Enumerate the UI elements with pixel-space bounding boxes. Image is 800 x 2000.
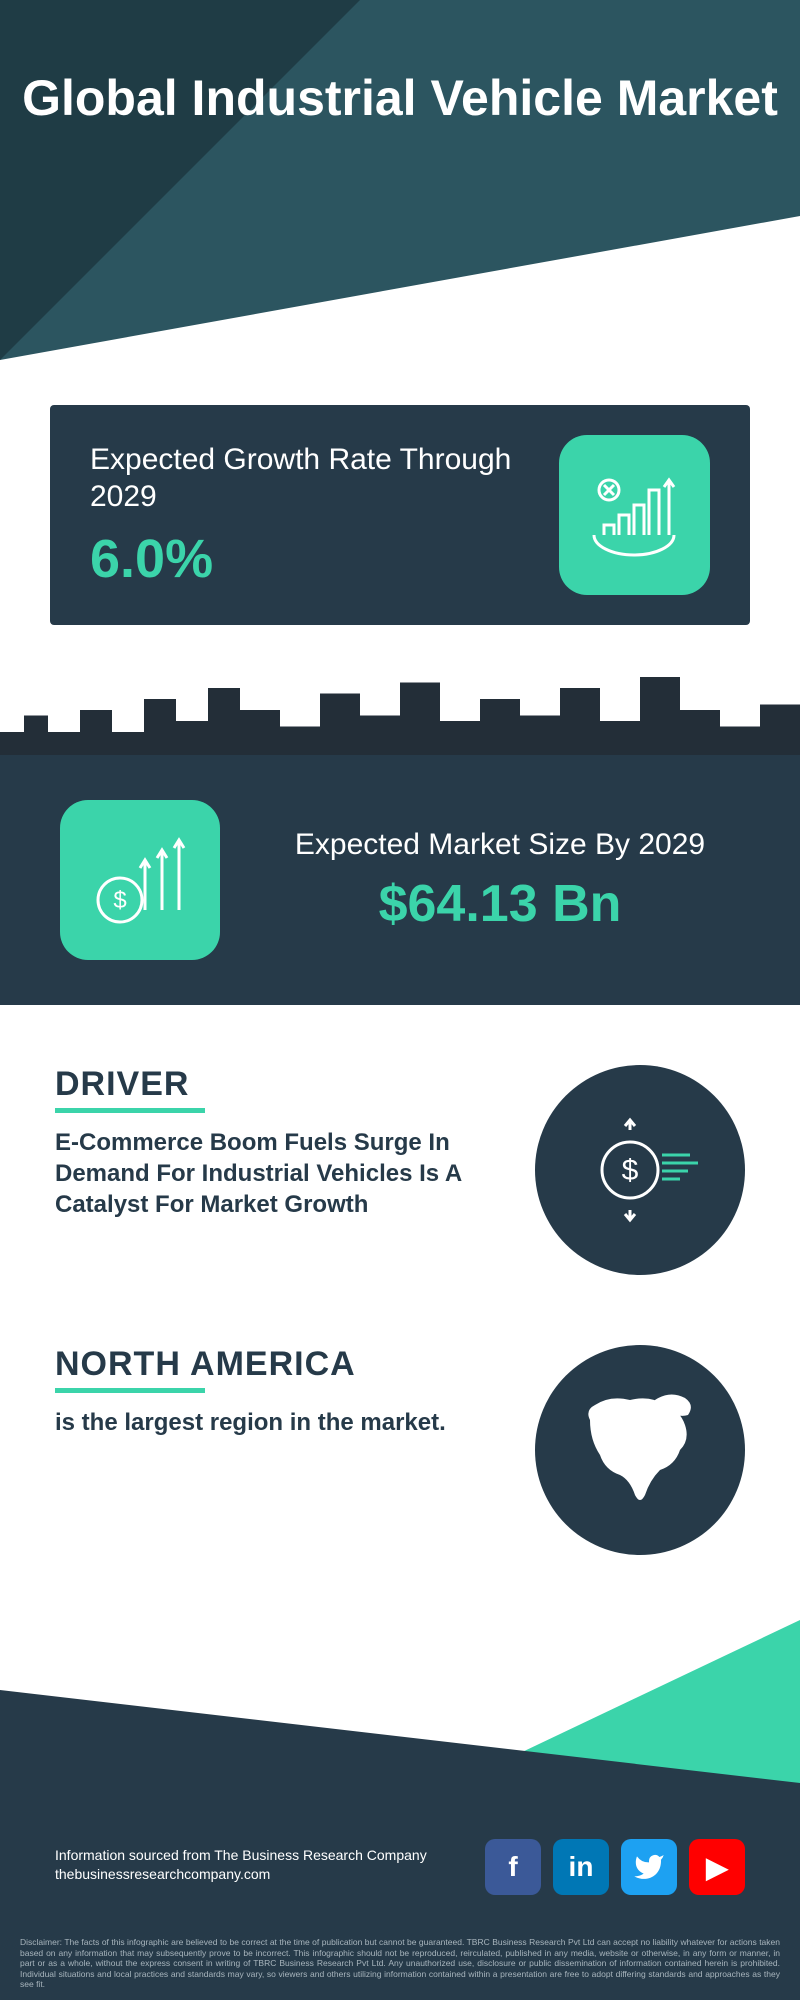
facebook-icon[interactable]: f [485,1839,541,1895]
driver-section: DRIVER E-Commerce Boom Fuels Surge In De… [55,1065,745,1275]
market-dollar-icon: $ [60,800,220,960]
social-icons-row: f in ▶ [485,1839,745,1895]
region-underline [55,1388,205,1393]
growth-text-block: Expected Growth Rate Through 2029 6.0% [90,441,559,590]
driver-heading: DRIVER [55,1065,505,1104]
region-section: NORTH AMERICA is the largest region in t… [55,1345,745,1555]
driver-body: E-Commerce Boom Fuels Surge In Demand Fo… [55,1127,505,1221]
driver-text-block: DRIVER E-Commerce Boom Fuels Surge In De… [55,1065,505,1221]
region-text-block: NORTH AMERICA is the largest region in t… [55,1345,505,1438]
growth-panel: Expected Growth Rate Through 2029 6.0% [50,405,750,625]
growth-chart-icon [559,435,710,595]
driver-underline [55,1108,205,1113]
page-title: Global Industrial Vehicle Market [0,70,800,128]
region-heading: NORTH AMERICA [55,1345,505,1384]
svg-text:$: $ [113,887,126,914]
source-line-2: thebusinessresearchcompany.com [55,1865,427,1885]
market-label: Expected Market Size By 2029 [260,826,740,864]
market-size-panel: $ Expected Market Size By 2029 $64.13 Bn [0,755,800,1005]
region-body: is the largest region in the market. [55,1407,505,1438]
linkedin-icon[interactable]: in [553,1839,609,1895]
growth-value: 6.0% [90,528,559,590]
north-america-map-icon [535,1345,745,1555]
growth-label: Expected Growth Rate Through 2029 [90,441,559,516]
source-line-1: Information sourced from The Business Re… [55,1846,427,1866]
disclaimer-text: Disclaimer: The facts of this infographi… [20,1937,780,1990]
skyline-silhouette [0,655,800,765]
footer-source: Information sourced from The Business Re… [55,1846,427,1885]
svg-text:$: $ [622,1154,639,1187]
youtube-icon[interactable]: ▶ [689,1839,745,1895]
market-value: $64.13 Bn [260,874,740,934]
market-text-block: Expected Market Size By 2029 $64.13 Bn [260,826,740,934]
twitter-icon[interactable] [621,1839,677,1895]
driver-dollar-cycle-icon: $ [535,1065,745,1275]
